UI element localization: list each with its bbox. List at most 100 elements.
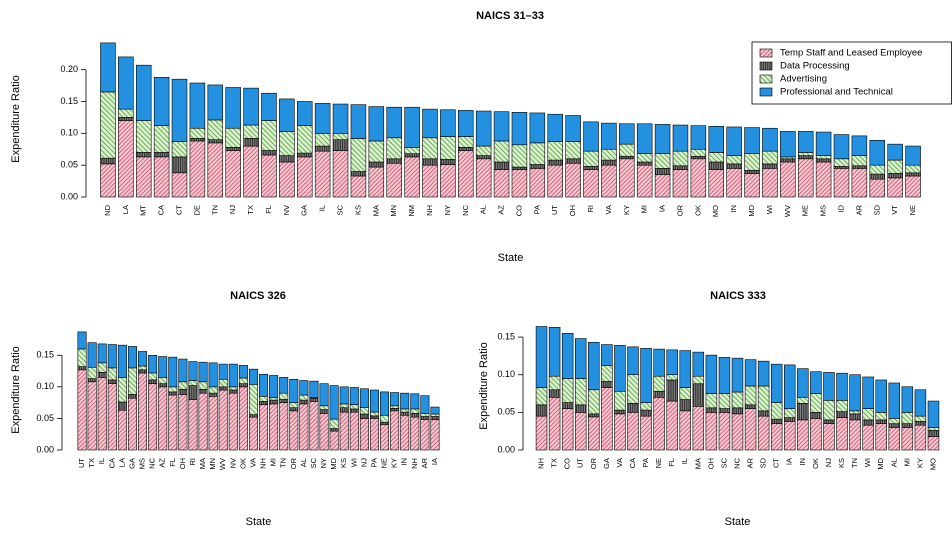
x-tick-label: UT: [550, 205, 559, 215]
bar-segment: [529, 142, 546, 165]
legend-box: [751, 41, 952, 105]
bar-segment: [420, 413, 430, 417]
bar-segment: [135, 156, 152, 198]
bar-segment: [380, 414, 390, 423]
bar-segment: [927, 430, 940, 437]
bar-segment: [314, 133, 331, 147]
bar-segment: [770, 418, 783, 424]
bar-segment: [619, 155, 635, 160]
bar-segment: [440, 159, 456, 165]
bar-segment: [672, 169, 689, 198]
bar-segment: [705, 393, 718, 409]
bar-segment: [561, 402, 574, 409]
bar-segment: [731, 391, 744, 409]
bar-segment: [77, 366, 87, 371]
bar-segment: [823, 400, 835, 421]
x-tick-label: VA: [248, 458, 257, 467]
x-tick-label: ND: [103, 204, 112, 215]
bar-segment: [386, 158, 402, 164]
bar-segment: [207, 84, 224, 121]
bar-segment: [869, 164, 886, 175]
bar-segment: [400, 392, 410, 410]
bar-segment: [390, 410, 400, 451]
bar-segment: [100, 163, 116, 198]
legend-swatch: [759, 61, 773, 71]
x-tick-label: MI: [902, 458, 911, 466]
bar-segment: [97, 343, 107, 364]
bar-segment: [887, 159, 903, 174]
bar-segment: [836, 411, 848, 418]
bar-segment: [458, 150, 474, 198]
bar-segment: [475, 145, 492, 156]
bar-segment: [836, 417, 848, 451]
x-tick-label: LA: [121, 205, 130, 214]
x-tick-label: MS: [138, 458, 147, 469]
bar-segment: [770, 402, 783, 420]
legend-label: Temp Staff and Leased Employee: [780, 48, 922, 59]
bar-segment: [862, 408, 874, 421]
bar-segment: [77, 369, 87, 451]
bar-segment: [248, 414, 258, 418]
x-tick-label: OR: [289, 457, 298, 469]
bar-segment: [422, 158, 438, 166]
bar-segment: [849, 374, 861, 412]
bar-segment: [547, 141, 563, 161]
x-tick-label: IA: [430, 458, 439, 465]
bar-segment: [901, 423, 914, 428]
x-tick-label: VA: [615, 458, 624, 467]
bar-segment: [259, 373, 269, 397]
bar-segment: [332, 103, 349, 134]
bar-segment: [178, 394, 188, 451]
y-tick-label: 0.10: [36, 381, 54, 391]
bar-segment: [535, 326, 548, 388]
x-tick-label: CA: [107, 458, 116, 468]
bar-segment: [726, 168, 742, 198]
bar-segment: [744, 404, 757, 409]
bar-segment: [770, 423, 783, 451]
bar-segment: [770, 363, 783, 403]
bar-segment: [833, 168, 850, 198]
bar-segment: [653, 348, 665, 377]
bar-segment: [708, 126, 725, 153]
x-tick-label: CT: [772, 458, 781, 468]
bar-segment: [797, 158, 814, 198]
bar-segment: [404, 156, 420, 198]
bar-segment: [815, 158, 832, 163]
bar-segment: [188, 385, 198, 400]
bar-segment: [836, 400, 848, 412]
bar-segment: [77, 331, 87, 350]
bar-segment: [731, 357, 744, 393]
y-tick-label: 0.05: [36, 413, 54, 423]
bar-segment: [815, 155, 832, 160]
bar-segment: [207, 142, 224, 198]
bar-segment: [690, 158, 707, 198]
x-tick-label: CT: [174, 205, 183, 215]
bar-segment: [228, 392, 238, 451]
x-tick-label: UT: [77, 458, 86, 468]
bar-segment: [107, 379, 117, 384]
bar-segment: [248, 384, 258, 415]
bar-segment: [561, 408, 574, 451]
bar-segment: [309, 401, 319, 451]
x-tick-label: MD: [747, 204, 756, 216]
bar-segment: [178, 389, 188, 395]
bar-segment: [243, 138, 259, 147]
bar-segment: [849, 410, 861, 415]
bar-segment: [797, 403, 809, 421]
bar-segment: [350, 171, 367, 177]
bar-segment: [679, 387, 691, 400]
x-tick-label: NE: [380, 458, 389, 468]
bar-segment: [135, 152, 152, 158]
bar-segment: [218, 389, 228, 451]
bar-segment: [404, 153, 420, 158]
bar-segment: [135, 120, 152, 153]
bar-segment: [329, 385, 339, 420]
bar-segment: [127, 397, 137, 451]
bar-segment: [404, 106, 420, 148]
bar-segment: [299, 380, 309, 396]
bar-segment: [77, 348, 87, 367]
bar-segment: [708, 152, 725, 163]
bar-segment: [548, 389, 561, 398]
bar-segment: [279, 131, 295, 156]
